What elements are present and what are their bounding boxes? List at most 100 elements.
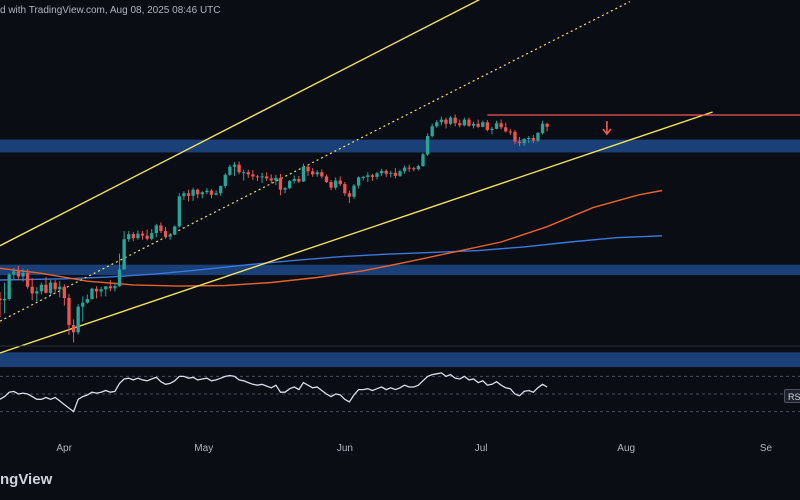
candle [329, 179, 333, 191]
candlestick-series [0, 114, 549, 343]
candle [343, 182, 347, 196]
down-arrow-icon [602, 121, 612, 136]
candle [117, 253, 122, 287]
candle [127, 231, 131, 242]
candle-body [62, 286, 67, 299]
candle [283, 187, 287, 194]
candle [416, 164, 421, 171]
candle-body [48, 282, 53, 293]
channel-upper-line [0, 0, 481, 247]
candle-body [76, 306, 80, 333]
candle-body [145, 235, 149, 239]
candle-body [0, 298, 2, 301]
candle [150, 229, 154, 241]
candle [48, 280, 53, 295]
candle-body [343, 184, 347, 194]
candle-body [315, 172, 319, 175]
candle [370, 173, 375, 181]
candle-body [531, 138, 535, 141]
candle-body [44, 284, 48, 293]
candle-body [448, 117, 453, 124]
channel-lower-line [0, 111, 713, 354]
candle [517, 137, 522, 147]
candle [2, 282, 7, 314]
candle-body [278, 177, 283, 190]
candle-body [39, 284, 44, 292]
candle [485, 120, 490, 132]
candle [205, 188, 209, 195]
candle [462, 117, 467, 127]
candle [21, 268, 25, 282]
candle-body [30, 286, 34, 294]
candle [278, 173, 283, 196]
rsi-line [0, 372, 548, 413]
candle [513, 129, 517, 145]
candle [301, 163, 306, 183]
candle-body [389, 172, 393, 174]
x-tick-label: Jul [474, 443, 488, 454]
candle-body [338, 180, 342, 185]
candle [274, 174, 278, 186]
candle-body [104, 286, 108, 290]
candle [320, 169, 324, 179]
candle-body [522, 139, 526, 144]
candle [104, 286, 108, 297]
candle-body [159, 225, 163, 232]
candle [536, 131, 540, 143]
candle-body [182, 193, 186, 197]
candle [186, 189, 191, 202]
candle-body [306, 166, 310, 172]
candle-body [504, 127, 508, 132]
candle-body [453, 117, 457, 124]
candle [76, 304, 80, 335]
candle-body [481, 122, 485, 127]
candle [435, 120, 439, 128]
candle-body [223, 174, 227, 187]
candle [527, 136, 531, 144]
candle-body [370, 175, 375, 177]
candle [402, 165, 407, 174]
candle-body [127, 234, 131, 240]
candle-body [173, 226, 177, 235]
candle-body [361, 176, 365, 178]
candle [471, 121, 476, 129]
tradingview-logo: ngView [0, 466, 52, 492]
candle [16, 265, 21, 281]
candle-body [25, 272, 30, 287]
candle-body [35, 291, 39, 294]
x-tick-label: Se [759, 443, 773, 454]
candle [366, 172, 370, 183]
candle [122, 231, 126, 270]
candle-body [196, 189, 200, 195]
candle-body [168, 234, 172, 237]
candle [30, 278, 34, 301]
x-tick-label: May [194, 443, 214, 454]
candle [389, 170, 393, 178]
candle [168, 233, 172, 240]
candle-body [301, 166, 306, 182]
candle [494, 120, 499, 130]
candle-body [219, 186, 223, 194]
candle [458, 119, 462, 128]
candle-body [499, 123, 503, 128]
zone-0 [0, 139, 800, 153]
candle [499, 119, 503, 130]
x-tick-label: Aug [617, 443, 636, 454]
candle [242, 169, 246, 181]
rsi-label: RSI [784, 389, 800, 403]
candle-body [237, 164, 241, 173]
candle [481, 120, 485, 128]
candle [393, 168, 398, 179]
chart-caption: d with TradingView.com, Aug 08, 2025 08:… [0, 5, 221, 16]
candle-body [177, 196, 181, 227]
candle [12, 267, 16, 280]
zone-2 [0, 352, 800, 368]
candle [379, 168, 384, 176]
candle [209, 189, 214, 199]
candle-body [352, 185, 356, 197]
candle-body [131, 234, 135, 239]
candle-body [310, 171, 315, 175]
candle [338, 176, 342, 187]
candle-body [384, 170, 388, 174]
